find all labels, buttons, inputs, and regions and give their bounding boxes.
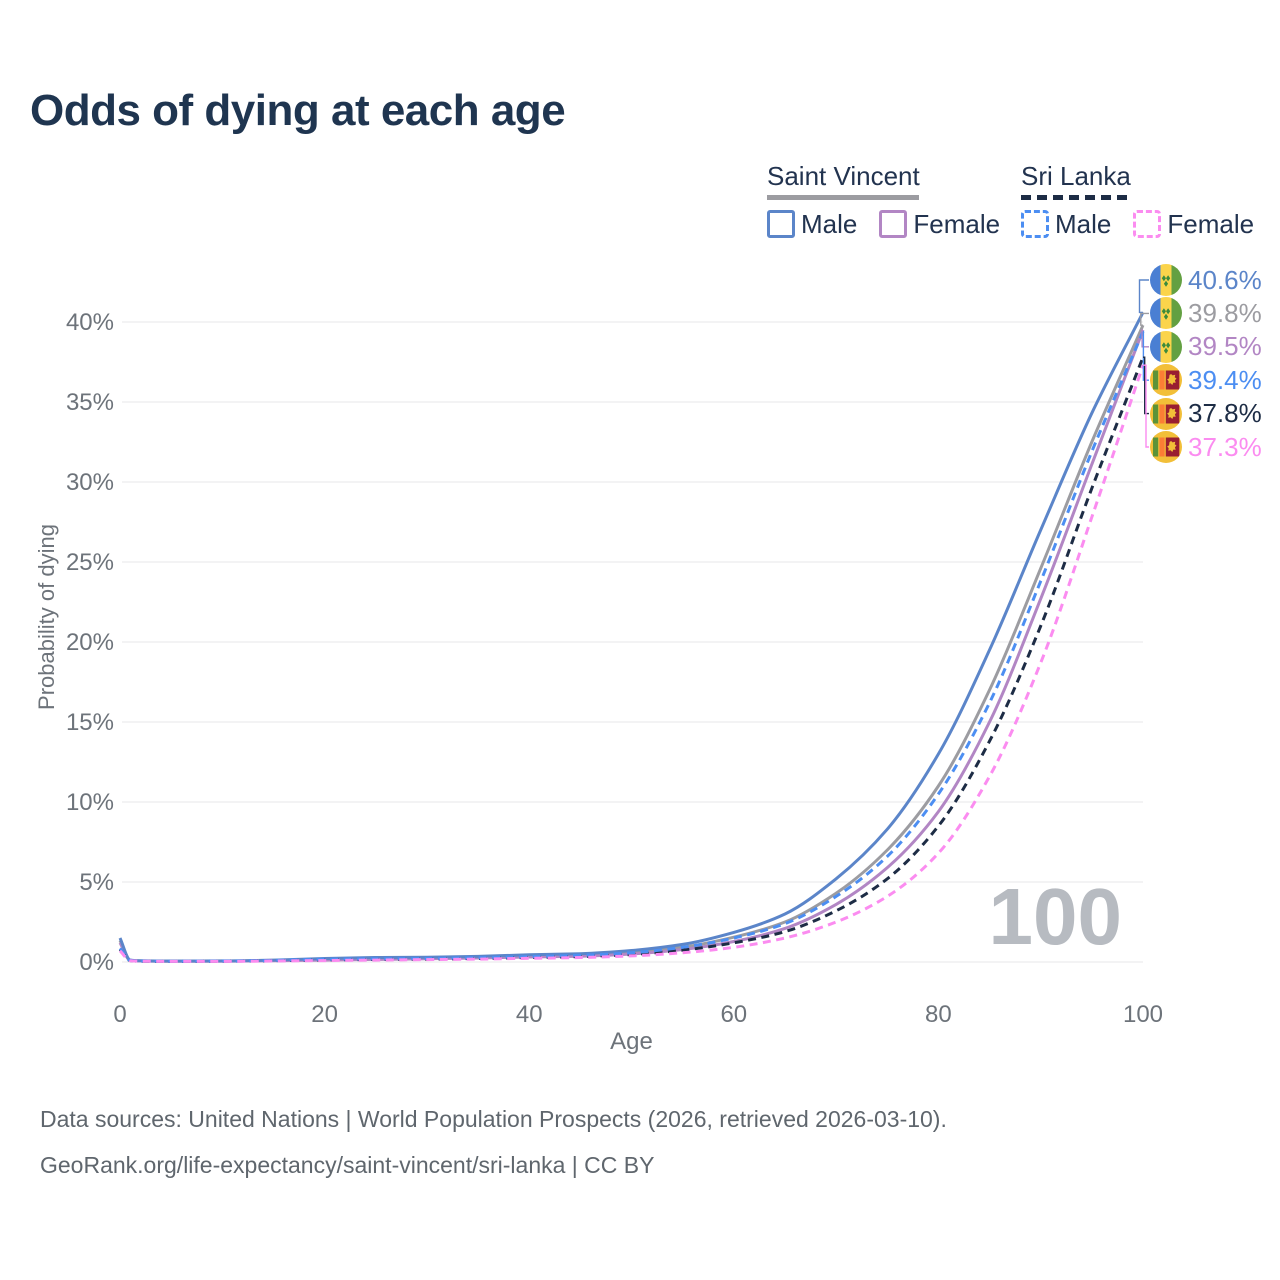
series-line-sri-lanka-female (118, 364, 1145, 963)
legend-label-saint-vincent-female: Female (913, 208, 1001, 239)
legend-group-title-sri-lanka: Sri Lanka (1021, 161, 1131, 191)
legend-line-sample-saint-vincent (767, 194, 919, 200)
y-axis-title: Probability of dying (34, 524, 59, 710)
legend-checkbox-saint-vincent-male[interactable] (767, 210, 795, 239)
end-label-value: 40.6% (1188, 264, 1262, 295)
y-tick-label: 35% (66, 389, 114, 416)
series-line-saint-vincent-male (118, 311, 1145, 963)
data-source-line: Data sources: United Nations | World Pop… (40, 1106, 947, 1132)
x-tick-label: 60 (720, 1001, 747, 1028)
end-label-saint-vincent-female: 39.5% (1150, 330, 1262, 363)
legend-group-sri-lanka: Sri Lanka Male Female (1021, 162, 1254, 240)
end-label-saint-vincent-all: 39.8% (1150, 297, 1262, 330)
x-tick-label: 80 (925, 1001, 952, 1028)
attribution-line: GeoRank.org/life-expectancy/saint-vincen… (40, 1152, 655, 1178)
leader-line-saint-vincent-male (1138, 279, 1149, 314)
legend-line-sample-sri-lanka (1021, 194, 1127, 200)
x-tick-label: 100 (1123, 1001, 1163, 1028)
watermark-age-100: 100 (989, 872, 1122, 961)
y-tick-label: 0% (79, 949, 114, 976)
series-line-saint-vincent-all (118, 324, 1145, 963)
x-tick-label: 40 (516, 1001, 543, 1028)
legend-checkbox-saint-vincent-female[interactable] (879, 210, 908, 239)
y-tick-label: 15% (66, 709, 114, 736)
flag-icon-saint-vincent (1150, 330, 1182, 363)
y-tick-label: 20% (66, 629, 114, 656)
series-line-saint-vincent-female (118, 329, 1145, 963)
legend-label-sri-lanka-male: Male (1055, 208, 1112, 239)
end-label-saint-vincent-male: 40.6% (1150, 264, 1262, 296)
y-tick-label: 5% (79, 869, 114, 896)
legend-checkbox-sri-lanka-female[interactable] (1133, 210, 1162, 239)
end-label-value: 39.4% (1188, 364, 1262, 395)
leader-line-sri-lanka-female (1143, 364, 1149, 448)
x-tick-label: 0 (113, 1001, 126, 1028)
footer: Data sources: United Nations | World Pop… (40, 1106, 947, 1198)
end-label-value: 37.3% (1188, 431, 1262, 462)
flag-icon-sri-lanka (1150, 431, 1182, 463)
series-line-sri-lanka-all (118, 356, 1145, 963)
legend-label-sri-lanka-female: Female (1167, 208, 1255, 239)
legend-group-title-saint-vincent: Saint Vincent (767, 161, 920, 191)
end-label-value: 37.8% (1188, 398, 1262, 429)
y-tick-label: 30% (66, 469, 114, 496)
page-title: Odds of dying at each age (30, 86, 566, 135)
flag-icon-saint-vincent (1150, 297, 1182, 330)
end-label-sri-lanka-male: 39.4% (1150, 364, 1262, 397)
x-axis-title: Age (610, 1028, 653, 1055)
y-tick-label: 10% (66, 789, 114, 816)
leader-line-saint-vincent-all (1140, 312, 1149, 326)
legend-label-saint-vincent-male: Male (801, 208, 858, 239)
legend-group-saint-vincent: Saint Vincent Male Female (767, 162, 1000, 240)
x-tick-label: 20 (311, 1001, 338, 1028)
series-line-sri-lanka-male (118, 331, 1145, 963)
leader-line-sri-lanka-male (1142, 330, 1149, 381)
end-label-value: 39.5% (1188, 331, 1262, 362)
y-tick-label: 40% (66, 309, 114, 336)
legend-checkbox-sri-lanka-male[interactable] (1021, 210, 1049, 239)
y-tick-label: 25% (66, 549, 114, 576)
end-label-value: 39.8% (1188, 297, 1262, 328)
end-label-sri-lanka-female: 37.3% (1150, 431, 1262, 463)
leader-line-sri-lanka-all (1143, 356, 1149, 415)
flag-icon-sri-lanka (1150, 397, 1182, 430)
flag-icon-sri-lanka (1150, 364, 1182, 397)
end-label-sri-lanka-all: 37.8% (1150, 397, 1262, 430)
flag-icon-saint-vincent (1150, 264, 1182, 296)
leader-line-saint-vincent-female (1141, 329, 1149, 348)
